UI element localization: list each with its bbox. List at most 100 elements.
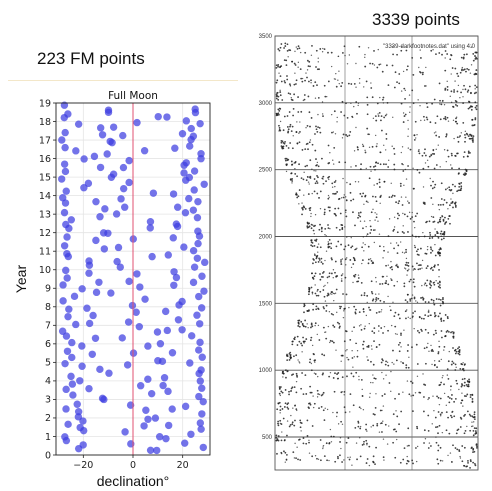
data-point — [119, 131, 127, 140]
data-point — [189, 206, 198, 214]
data-point — [390, 278, 392, 280]
data-point — [430, 49, 433, 52]
data-point — [279, 409, 282, 412]
data-point — [296, 121, 298, 123]
data-point — [415, 137, 417, 139]
data-point — [369, 165, 372, 168]
data-point — [435, 53, 437, 56]
data-point — [289, 125, 291, 128]
data-point — [399, 241, 402, 243]
data-point — [457, 352, 460, 355]
data-point — [285, 164, 288, 167]
data-point — [333, 299, 335, 302]
data-point — [440, 182, 443, 185]
data-point — [332, 341, 335, 344]
data-point — [437, 352, 440, 355]
data-point — [439, 203, 442, 206]
data-point — [364, 149, 366, 152]
data-point — [474, 118, 477, 121]
data-point — [463, 151, 466, 154]
data-point — [429, 231, 431, 234]
data-point — [463, 84, 465, 87]
data-point — [437, 462, 440, 465]
data-point — [291, 180, 294, 182]
data-point — [378, 431, 381, 433]
data-point — [402, 170, 405, 172]
data-point — [374, 165, 377, 168]
data-point — [308, 402, 310, 405]
data-point — [278, 49, 281, 52]
data-point — [454, 80, 456, 82]
data-point — [335, 349, 337, 351]
data-point — [412, 281, 415, 284]
data-point — [443, 345, 446, 348]
data-point — [366, 301, 368, 304]
data-point — [377, 115, 380, 117]
data-point — [430, 153, 432, 156]
data-point — [471, 415, 474, 418]
data-point — [431, 152, 434, 155]
data-point — [424, 362, 427, 365]
data-point — [286, 115, 289, 117]
data-point — [189, 132, 198, 140]
data-point — [324, 300, 327, 302]
data-point — [337, 377, 339, 380]
data-point — [425, 66, 427, 69]
data-point — [365, 167, 367, 170]
data-point — [306, 124, 309, 127]
data-point — [329, 339, 332, 342]
data-point — [332, 435, 335, 438]
data-point — [412, 462, 414, 465]
data-point — [454, 185, 456, 188]
legend-text: "3339-darkfootnotes.dat" using 4:0 — [383, 44, 476, 50]
data-point — [373, 241, 376, 244]
data-point — [472, 53, 475, 55]
data-point — [448, 215, 451, 217]
data-point — [359, 455, 362, 458]
data-point — [472, 135, 475, 138]
data-point — [444, 69, 447, 72]
data-point — [277, 422, 279, 425]
data-point — [379, 245, 381, 248]
data-point — [276, 452, 278, 455]
data-point — [426, 159, 429, 161]
data-point — [101, 205, 109, 213]
data-point — [352, 116, 354, 119]
data-point — [299, 68, 302, 71]
data-point — [420, 317, 423, 320]
data-point — [366, 233, 369, 235]
data-point — [310, 362, 313, 365]
data-point — [313, 372, 316, 374]
y-tick-label: 0 — [45, 450, 51, 461]
data-point — [328, 442, 331, 445]
data-point — [454, 363, 457, 366]
data-point — [164, 387, 172, 396]
data-point — [397, 314, 400, 316]
data-point — [353, 105, 355, 108]
data-point — [188, 332, 196, 340]
data-point — [286, 370, 288, 373]
data-point — [437, 263, 439, 266]
data-point — [380, 115, 383, 118]
data-point — [428, 155, 431, 158]
data-point — [285, 64, 288, 67]
data-point — [328, 459, 330, 462]
data-point — [419, 268, 422, 270]
data-point — [304, 51, 307, 54]
data-point — [373, 327, 376, 329]
data-point — [445, 134, 448, 137]
data-point — [316, 246, 319, 249]
data-point — [136, 283, 144, 291]
data-point — [447, 120, 450, 122]
data-point — [404, 268, 407, 270]
data-point — [464, 134, 466, 136]
data-point — [392, 301, 394, 304]
data-point — [438, 82, 441, 85]
data-point — [474, 58, 477, 60]
data-point — [330, 257, 333, 260]
data-point — [417, 248, 419, 251]
data-point — [332, 131, 335, 133]
data-point — [438, 248, 441, 251]
data-point — [434, 122, 437, 124]
data-point — [361, 262, 363, 265]
